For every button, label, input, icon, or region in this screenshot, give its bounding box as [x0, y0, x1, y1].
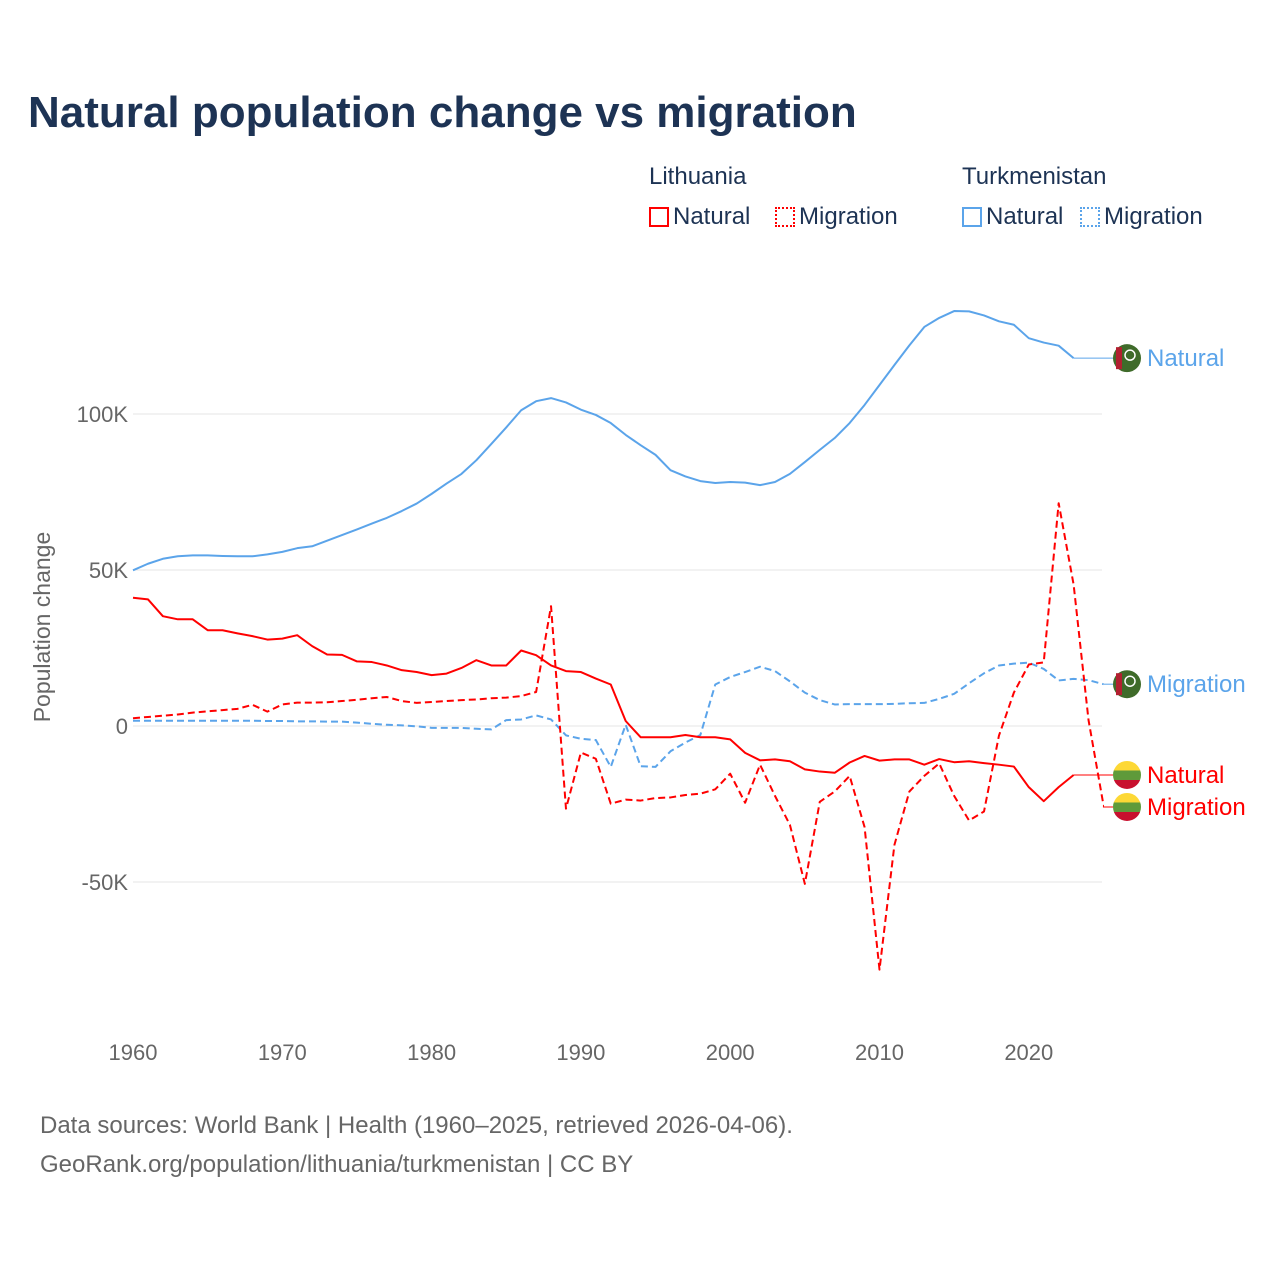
flag-carpet-stripe [1116, 673, 1122, 696]
chart-title: Natural population change vs migration [28, 88, 857, 137]
crescent [1124, 675, 1136, 687]
y-tick-label: 0 [116, 714, 128, 739]
legend-item-turkmenistan-migration[interactable]: Migration [1080, 203, 1203, 231]
flag-yellow-stripe [1113, 760, 1141, 771]
legend-turkmenistan: Turkmenistan Natural Migration [962, 163, 1203, 234]
credit-link[interactable]: GeoRank.org/population/lithuania/turkmen… [40, 1151, 634, 1178]
x-tick-label: 1960 [109, 1040, 158, 1065]
series-end-label[interactable]: Migration [1147, 671, 1246, 698]
series-line-lithuania-natural [132, 596, 1075, 803]
y-tick-label: 100K [77, 402, 129, 427]
y-axis-label: Population change [29, 532, 55, 723]
flag-icon [1113, 760, 1141, 789]
series-line-turkmenistan-migration [133, 661, 1104, 768]
flag-carpet-stripe [1116, 347, 1122, 370]
x-tick-label: 1980 [407, 1040, 456, 1065]
legend-item-lithuania-natural[interactable]: Natural [649, 203, 750, 231]
legend-group-label: Lithuania [649, 163, 747, 190]
x-tick-label: 2010 [855, 1040, 904, 1065]
crescent [1124, 349, 1136, 361]
legend-label: Natural [986, 203, 1064, 230]
label-connector [1102, 804, 1113, 808]
footer: Data sources: World Bank | Health (1960–… [40, 1106, 793, 1184]
dotted-swatch-icon [775, 207, 796, 227]
flag-green-stripe [1113, 802, 1141, 812]
solid-swatch-icon [649, 207, 669, 227]
legend-label: Migration [1104, 203, 1203, 230]
series-line-turkmenistan-natural [132, 310, 1075, 572]
y-tick-label: -50K [82, 870, 129, 895]
legend-label: Natural [673, 203, 751, 230]
flag-icon [1113, 792, 1141, 821]
series-end-label[interactable]: Natural [1147, 345, 1224, 372]
legend-item-turkmenistan-natural[interactable]: Natural [962, 203, 1063, 231]
source-text: Data sources: World Bank | Health (1960–… [40, 1112, 793, 1139]
series-line-lithuania-migration [132, 502, 1105, 971]
flag-icon [1113, 344, 1141, 373]
x-tick-label: 1970 [258, 1040, 307, 1065]
dotted-swatch-icon [1080, 207, 1101, 227]
legend-group-label: Turkmenistan [962, 163, 1107, 190]
flag-icon [1113, 670, 1141, 699]
y-tick-label: 50K [89, 558, 128, 583]
x-tick-label: 2020 [1004, 1040, 1053, 1065]
legend-lithuania: Lithuania Natural Migration [649, 163, 916, 234]
legend-item-lithuania-migration[interactable]: Migration [775, 203, 898, 231]
solid-swatch-icon [962, 207, 982, 227]
flag-yellow-stripe [1113, 792, 1141, 803]
x-tick-label: 1990 [556, 1040, 605, 1065]
series-end-label[interactable]: Migration [1147, 794, 1246, 821]
flag-green-stripe [1113, 770, 1141, 780]
series-end-label[interactable]: Natural [1147, 762, 1224, 789]
legend-label: Migration [799, 203, 898, 230]
flag-red-stripe [1113, 811, 1141, 821]
x-tick-label: 2000 [706, 1040, 755, 1065]
flag-red-stripe [1113, 779, 1141, 789]
